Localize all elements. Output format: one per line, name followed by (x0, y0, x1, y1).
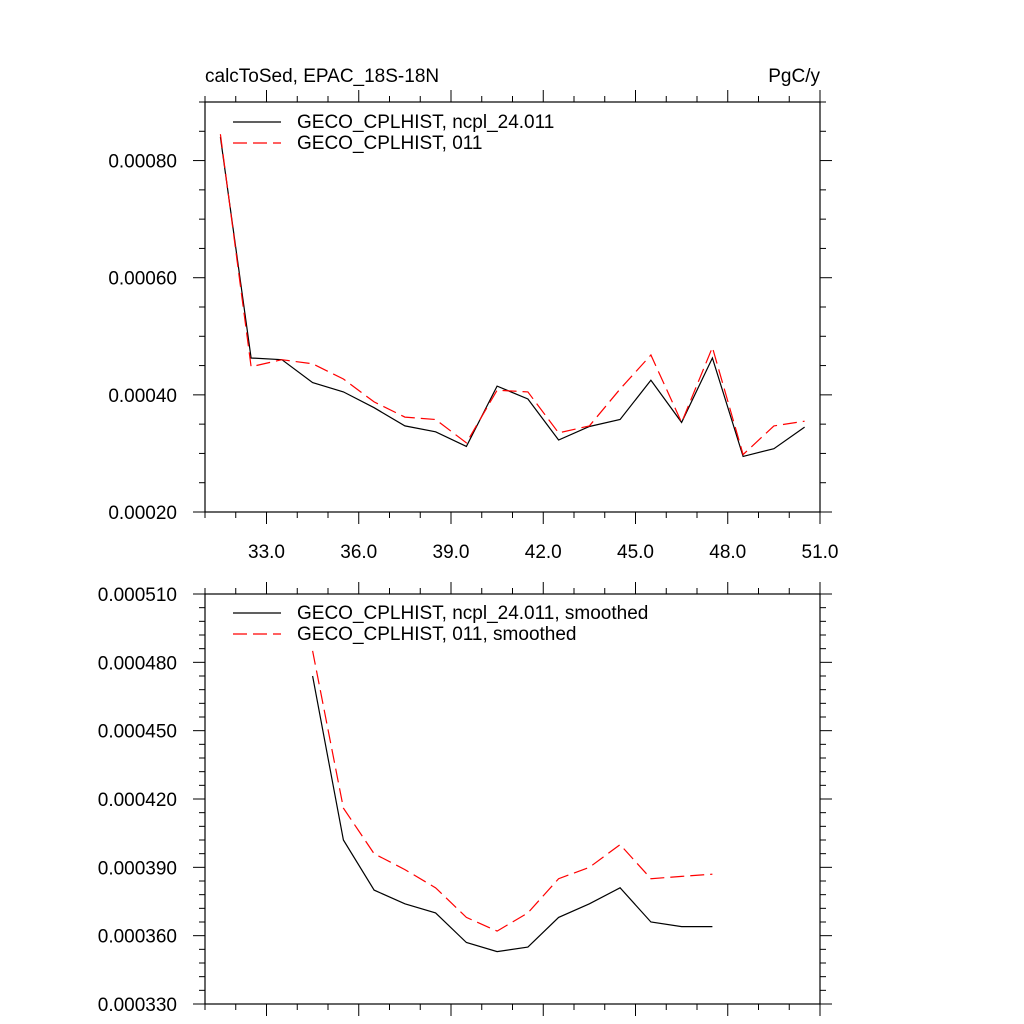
x-tick-label: 45.0 (617, 542, 654, 563)
plot-frame (204, 593, 821, 1005)
series-line-2 (312, 650, 713, 932)
y-tick-label: 0.00080 (108, 152, 177, 173)
y-tick-label: 0.000420 (98, 790, 177, 811)
y-tick-label: 0.000360 (98, 927, 177, 948)
y-tick-label: 0.00040 (108, 386, 177, 407)
y-tick-label: 0.000480 (98, 653, 177, 674)
y-tick-label: 0.000390 (98, 858, 177, 879)
y-tick-label: 0.00060 (108, 269, 177, 290)
x-tick-label: 48.0 (709, 542, 746, 563)
series-line-1 (312, 675, 713, 953)
x-tick-label: 39.0 (433, 542, 470, 563)
y-tick-label: 0.000510 (98, 585, 177, 606)
legend-label: GECO_CPLHIST, ncpl_24.011, smoothed (297, 603, 648, 624)
y-tick-label: 0.00020 (108, 503, 177, 524)
legend-label: GECO_CPLHIST, ncpl_24.011 (297, 112, 554, 133)
bottom-panel: 0.000330 0.000360 0.000390 0.000420 0.000450… (98, 582, 832, 1016)
x-tick-label: 33.0 (248, 542, 285, 563)
legend-label: GECO_CPLHIST, 011, smoothed (297, 624, 577, 645)
x-tick-label: 36.0 (340, 542, 377, 563)
units-label: PgC/y (768, 66, 820, 87)
plot-frame (204, 101, 821, 513)
x-tick-label: 51.0 (802, 542, 839, 563)
chart-title: calcToSed, EPAC_18S-18N (205, 66, 439, 87)
y-tick-label: 0.000450 (98, 722, 177, 743)
top-panel: calcToSed, EPAC_18S-18N PgC/y 33.0 36.0 39… (108, 66, 838, 563)
legend-label: GECO_CPLHIST, 011 (297, 133, 483, 154)
y-tick-label: 0.000330 (98, 995, 177, 1016)
series-line-2 (219, 134, 805, 456)
x-tick-label: 42.0 (525, 542, 562, 563)
series-line-1 (219, 137, 805, 458)
